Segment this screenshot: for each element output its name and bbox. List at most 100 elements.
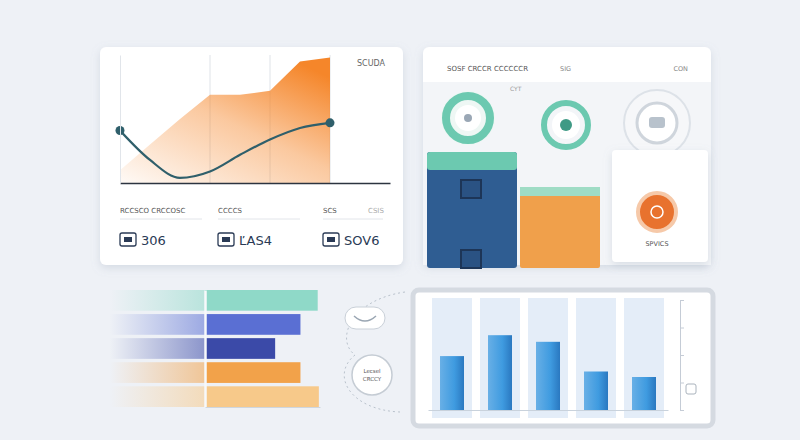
axis bbox=[680, 301, 684, 411]
ring bbox=[446, 96, 490, 140]
axis-line bbox=[206, 407, 321, 408]
bar bbox=[536, 342, 560, 410]
axis-line bbox=[429, 410, 669, 411]
tick bbox=[680, 410, 684, 411]
tick-mark bbox=[680, 410, 684, 411]
node bbox=[352, 355, 392, 395]
badge bbox=[638, 193, 676, 231]
dashed-link bbox=[344, 292, 405, 412]
marker bbox=[326, 118, 335, 127]
kpi-value: 306 bbox=[141, 233, 166, 248]
tick bbox=[680, 355, 684, 356]
block bbox=[520, 187, 600, 268]
block bbox=[427, 152, 517, 268]
ring bbox=[441, 91, 495, 145]
line bbox=[120, 123, 330, 178]
tick bbox=[680, 328, 684, 329]
kpi-value: ĽAS4 bbox=[239, 233, 272, 248]
separator bbox=[120, 219, 202, 220]
header-tag: CON bbox=[673, 65, 688, 73]
card bbox=[612, 150, 708, 262]
corner-icon bbox=[686, 384, 696, 394]
block-window bbox=[461, 250, 481, 268]
kpi-row: RCCSCO CRCCOSC 306 CCCCS ĽAS4 SCS CSIS SOV6 bbox=[120, 207, 384, 248]
kpi-label: RCCSCO CRCCOSC bbox=[120, 207, 185, 215]
chart-title: SCUDA bbox=[357, 59, 386, 68]
axis bbox=[120, 56, 122, 184]
glow bbox=[110, 314, 205, 335]
glow bbox=[110, 290, 205, 311]
ring-core bbox=[455, 105, 481, 131]
caption: CYT bbox=[510, 85, 522, 92]
pill-icon bbox=[354, 316, 376, 321]
stripes bbox=[432, 298, 664, 418]
markers bbox=[116, 118, 335, 135]
kpi-icon bbox=[323, 233, 339, 246]
node-label: CRCCY bbox=[363, 376, 382, 382]
bar bbox=[205, 338, 275, 359]
node-label: Lecsel bbox=[363, 368, 381, 374]
stripe bbox=[432, 298, 472, 418]
kpi-icon bbox=[222, 237, 230, 242]
plot-area bbox=[120, 58, 330, 183]
pill bbox=[345, 307, 385, 329]
glow bbox=[110, 338, 205, 359]
tick-mark bbox=[680, 383, 684, 384]
badge-icon bbox=[651, 206, 663, 218]
icon bbox=[649, 117, 665, 128]
kpi-icon bbox=[120, 233, 136, 246]
axis-line bbox=[681, 301, 685, 411]
ring bbox=[544, 103, 588, 147]
tick-mark bbox=[680, 355, 684, 356]
plot-area bbox=[205, 290, 319, 407]
axis-line bbox=[121, 183, 391, 185]
axis bbox=[205, 291, 207, 408]
separator bbox=[218, 219, 300, 220]
block-window bbox=[461, 180, 481, 198]
bar bbox=[205, 314, 300, 335]
panel-header: SOSF CRCCR CCCCCCR bbox=[447, 65, 528, 73]
axis-line bbox=[204, 291, 207, 408]
ring bbox=[637, 103, 677, 143]
glow bbox=[110, 386, 205, 407]
axis bbox=[429, 410, 669, 412]
stripe bbox=[528, 298, 568, 418]
separator bbox=[323, 219, 383, 220]
block-top bbox=[427, 152, 517, 170]
icon bbox=[464, 114, 472, 122]
axis bbox=[121, 183, 391, 185]
bar bbox=[205, 362, 300, 383]
bar-glow bbox=[110, 290, 205, 407]
bar bbox=[584, 372, 608, 411]
tick-mark bbox=[680, 300, 684, 301]
badge-label: SPVICS bbox=[645, 240, 668, 248]
plot-area bbox=[440, 335, 656, 410]
kpi-icon bbox=[218, 233, 234, 246]
tick bbox=[680, 383, 684, 384]
ring bbox=[624, 90, 690, 156]
block-top bbox=[520, 187, 600, 196]
bar bbox=[488, 335, 512, 410]
kpi-tag: CSIS bbox=[368, 207, 384, 215]
area bbox=[120, 58, 330, 183]
axis bbox=[206, 407, 321, 408]
bar bbox=[205, 290, 318, 311]
kpi-icon bbox=[327, 237, 335, 242]
kpi-icon bbox=[124, 237, 132, 242]
status-panel: SOSF CRCCR CCCCCCR SIG CON CYT SPVICS bbox=[423, 47, 711, 268]
kpi-value: SOV6 bbox=[344, 233, 379, 248]
bar bbox=[632, 377, 656, 410]
bar bbox=[205, 386, 319, 407]
chart-root: SCUDA RCCSCO CRCCOSC 306 CCCCS ĽAS4 SCS CSIS SO… bbox=[0, 0, 800, 440]
axis-line bbox=[120, 56, 121, 184]
panel bbox=[100, 47, 403, 265]
kpi-label: SCS bbox=[323, 207, 337, 215]
ring-core bbox=[552, 111, 580, 139]
bar bbox=[440, 356, 464, 410]
stripe bbox=[480, 298, 520, 418]
stripe bbox=[576, 298, 616, 418]
kpi-label: CCCCS bbox=[218, 207, 243, 215]
icon bbox=[560, 119, 572, 131]
header-tag: SIG bbox=[560, 65, 571, 73]
dashboard-svg: SCUDA RCCSCO CRCCOSC 306 CCCCS ĽAS4 SCS CSIS SO… bbox=[0, 0, 800, 440]
